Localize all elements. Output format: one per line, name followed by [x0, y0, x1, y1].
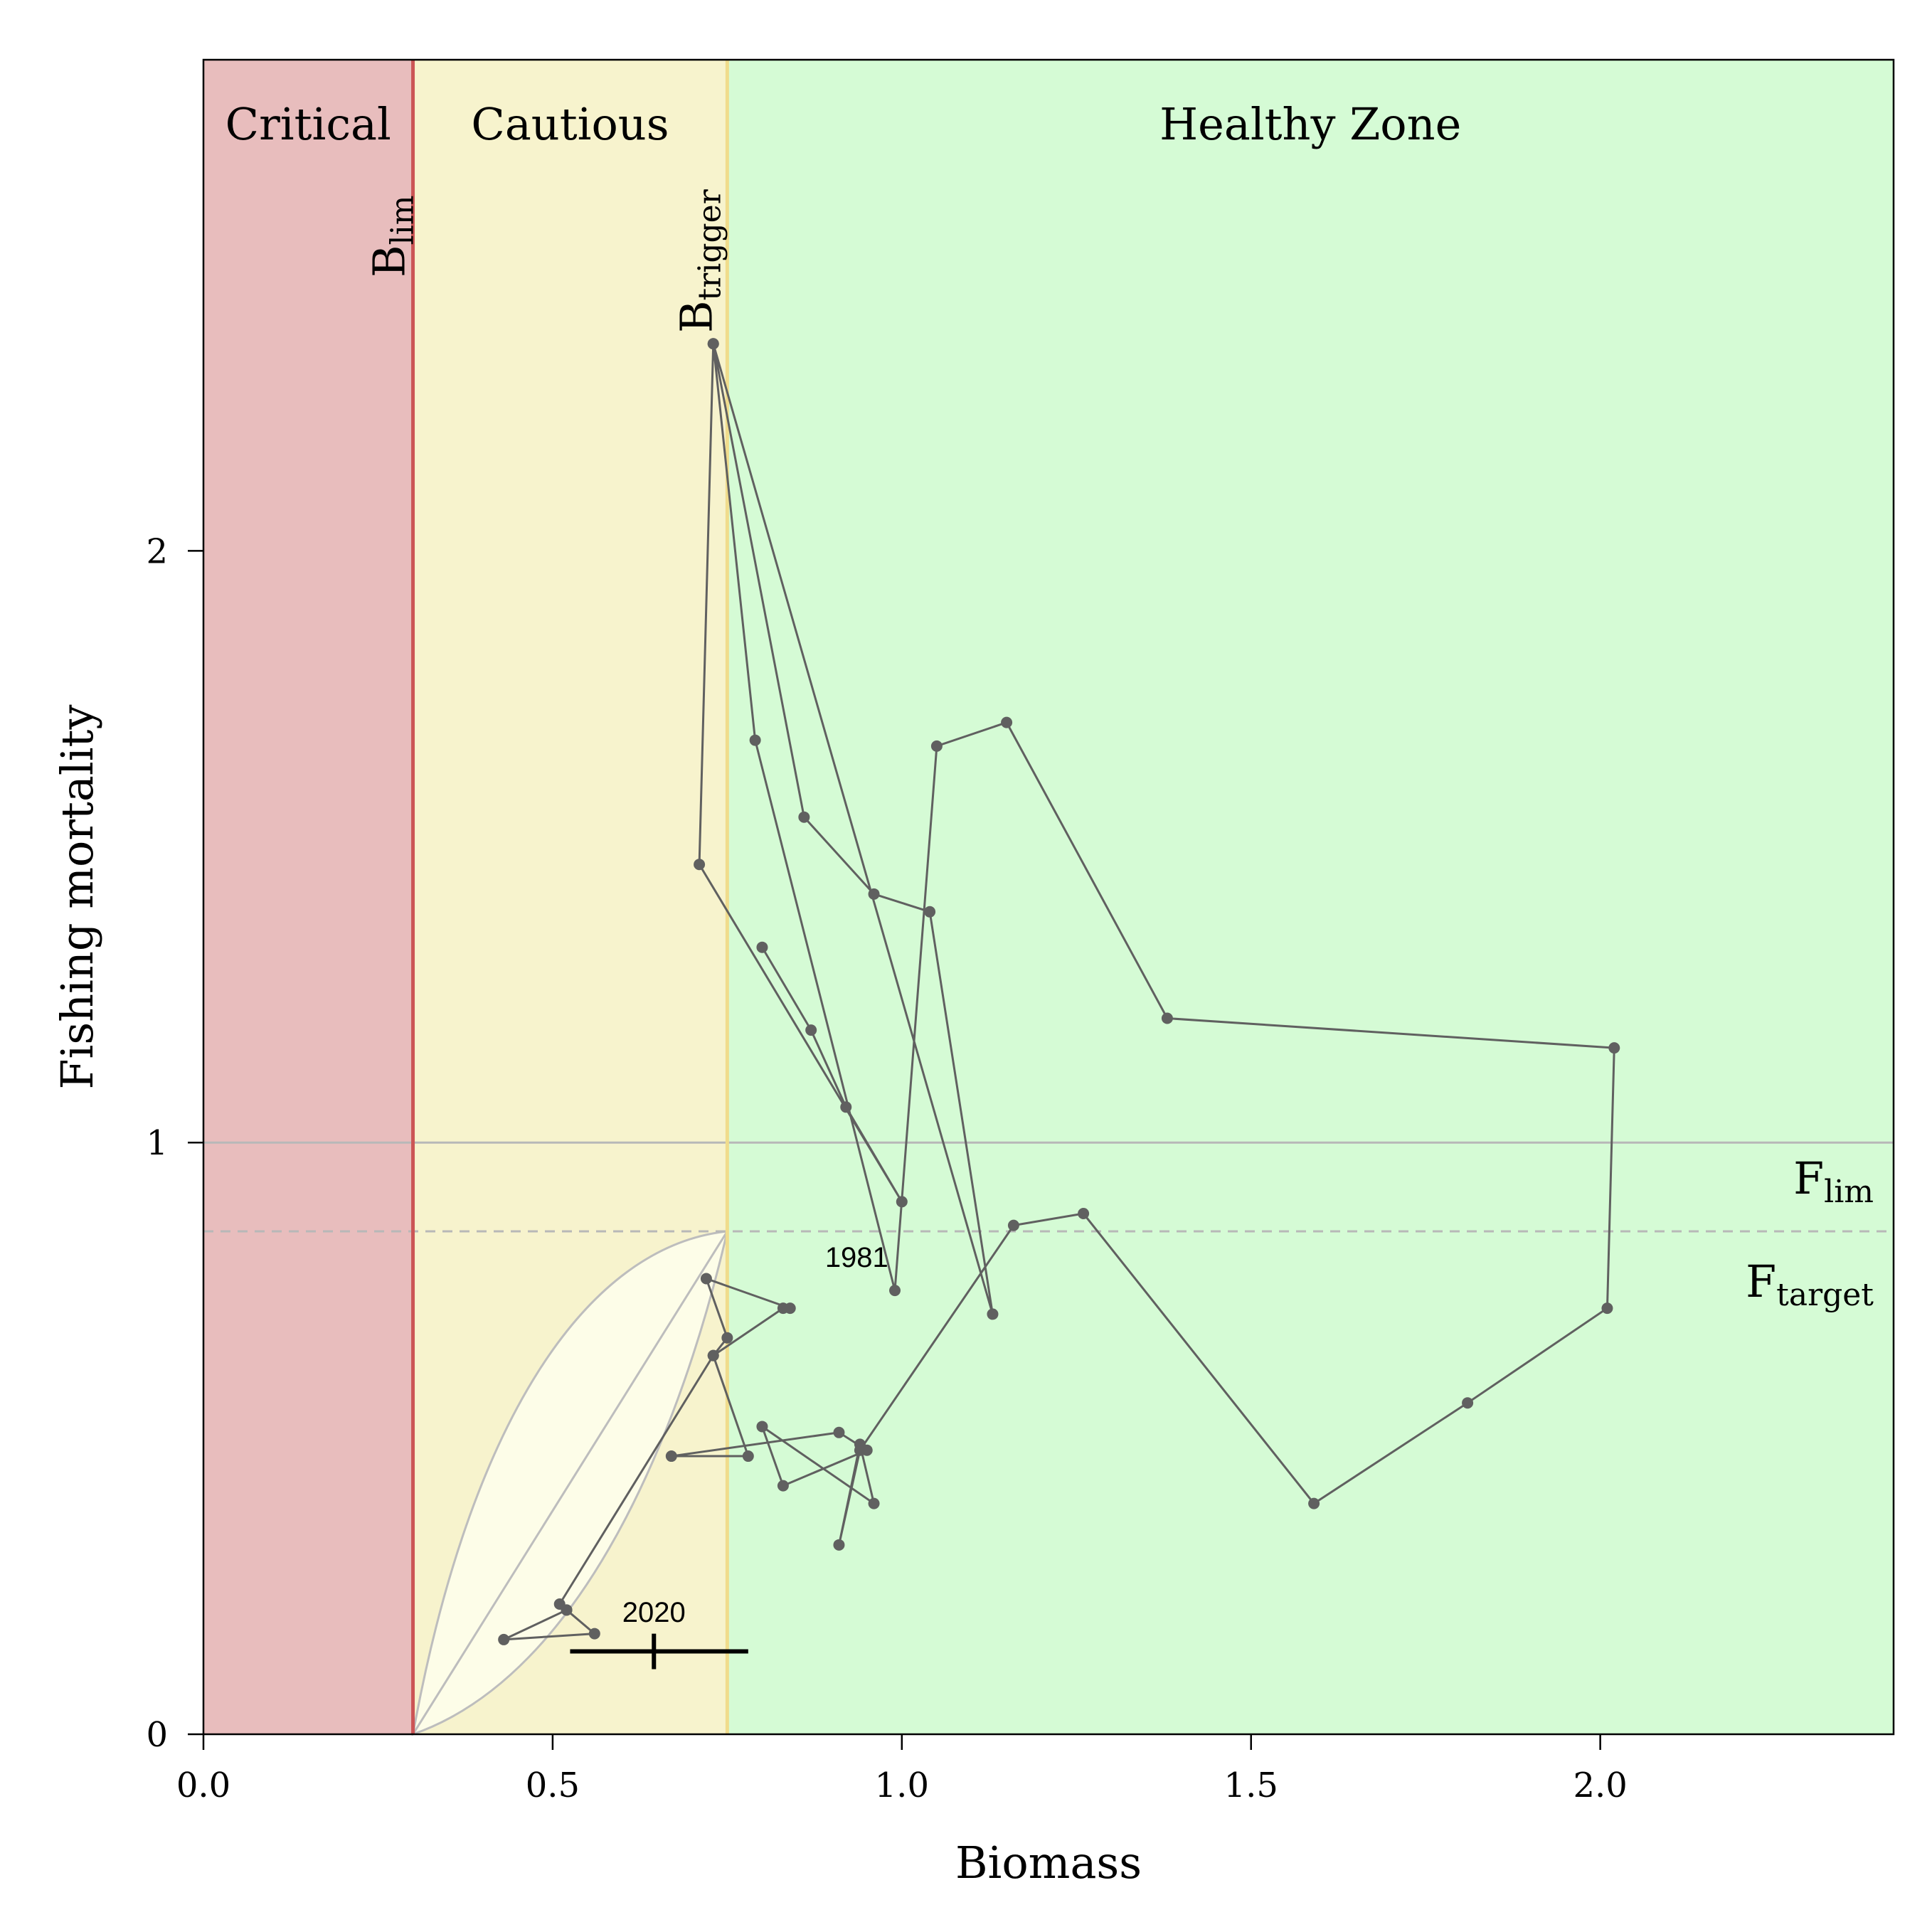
ftarget-label: Ftarget: [1746, 1256, 1874, 1313]
x-tick-label-0: 0.0: [176, 1766, 230, 1805]
data-point-14: [1001, 716, 1013, 728]
data-point-30: [665, 1450, 677, 1463]
zone-critical: [203, 60, 413, 1734]
data-point-37: [707, 1349, 719, 1362]
data-point-13: [930, 740, 943, 752]
data-point-25: [868, 1497, 880, 1509]
x-tick-label-3: 1.5: [1224, 1766, 1278, 1805]
data-point-2: [840, 1101, 852, 1113]
data-point-36: [777, 1302, 789, 1315]
data-point-23: [833, 1539, 845, 1551]
axes-layer: 0.0 0.5 1.0 1.5 2.0 0 1 2: [146, 531, 1627, 1805]
y-tick-label-2: 2: [146, 531, 168, 571]
series-layer: [498, 338, 1620, 1645]
data-point-41: [588, 1628, 600, 1640]
data-point-34: [700, 1273, 712, 1285]
data-point-12: [889, 1285, 901, 1297]
y-axis-title: Fishing mortality: [51, 705, 103, 1090]
first-year-label: 1981: [825, 1242, 888, 1273]
data-point-31: [742, 1450, 754, 1463]
data-point-33: [721, 1332, 733, 1344]
data-point-18: [1462, 1397, 1474, 1409]
x-axis-title: Biomass: [955, 1837, 1142, 1889]
data-point-3: [896, 1196, 908, 1208]
data-point-40: [498, 1633, 510, 1645]
zone-healthy-zone: [727, 60, 1894, 1734]
last-year-label: 2020: [622, 1597, 686, 1628]
data-point-16: [1608, 1042, 1620, 1054]
zone-label-cautious: Cautious: [471, 98, 669, 150]
plot-frame: [202, 58, 1895, 1736]
blim-label: Blim: [363, 196, 421, 277]
data-point-17: [1601, 1302, 1613, 1315]
data-point-15: [1161, 1012, 1173, 1024]
data-point-20: [1078, 1208, 1090, 1220]
envelope-center-line: [412, 1231, 728, 1735]
data-point-8: [924, 906, 936, 918]
annotation-layer: 1981 2020: [570, 1242, 888, 1670]
data-point-27: [777, 1480, 789, 1492]
btrigger-label: Btrigger: [670, 189, 728, 333]
data-point-11: [749, 734, 761, 746]
flim-label: Flim: [1793, 1152, 1874, 1210]
y-tick-label-0: 0: [146, 1715, 168, 1755]
x-tick-label-1: 0.5: [526, 1766, 580, 1805]
data-point-6: [798, 811, 810, 823]
data-point-21: [1007, 1219, 1019, 1231]
data-point-4: [694, 859, 706, 871]
data-point-28: [861, 1444, 873, 1456]
data-point-1: [805, 1024, 817, 1036]
data-point-10: [707, 338, 719, 350]
x-tick-label-2: 1.0: [875, 1766, 929, 1805]
data-point-29: [833, 1426, 845, 1438]
x-tick-label-4: 2.0: [1573, 1766, 1627, 1805]
data-point-42: [561, 1604, 573, 1616]
zone-label-critical: Critical: [225, 98, 391, 150]
data-point-7: [868, 888, 880, 900]
data-point-9: [987, 1308, 999, 1320]
data-point-19: [1308, 1497, 1320, 1509]
data-point-0: [756, 941, 768, 953]
zones-layer: Critical Cautious Healthy Zone: [203, 60, 1894, 1734]
data-point-26: [756, 1421, 768, 1433]
y-tick-label-1: 1: [146, 1123, 168, 1163]
zone-label-healthy-zone: Healthy Zone: [1159, 98, 1461, 150]
